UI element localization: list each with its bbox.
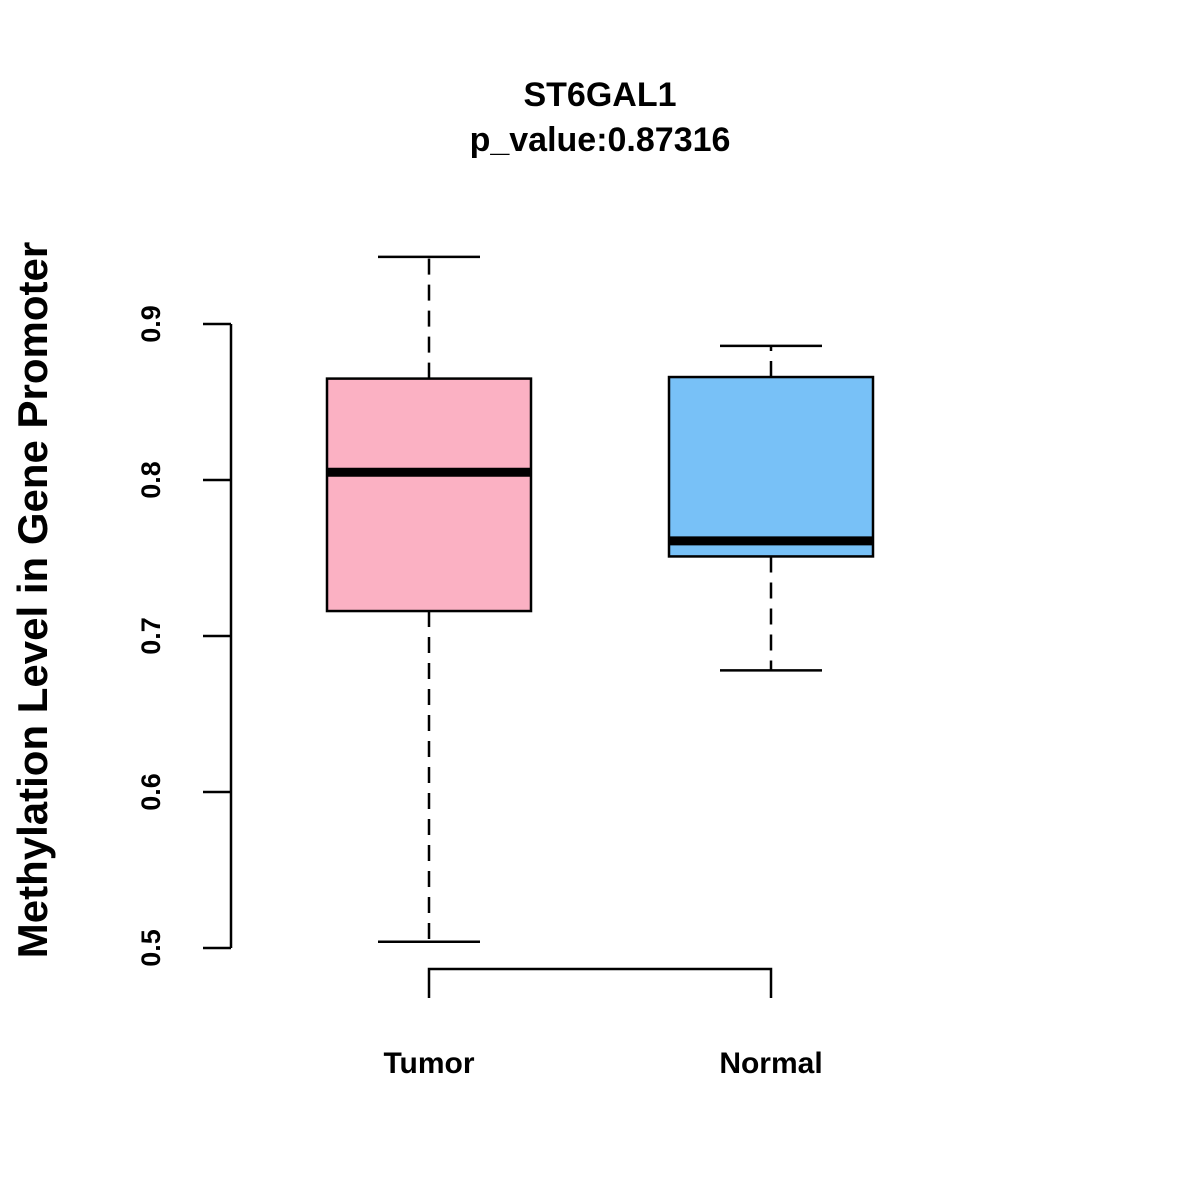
boxes bbox=[325, 255, 875, 944]
y-axis-label: Methylation Level in Gene Promoter bbox=[9, 242, 56, 958]
y-tick-label: 0.6 bbox=[136, 773, 166, 811]
y-tick-label: 0.8 bbox=[136, 461, 166, 499]
y-tick-label: 0.9 bbox=[136, 305, 166, 343]
chart-title: ST6GAL1 bbox=[523, 76, 676, 114]
x-label-tumor: Tumor bbox=[383, 1047, 474, 1080]
y-tick-label: 0.7 bbox=[136, 617, 166, 655]
box-normal bbox=[667, 344, 875, 672]
x-axis-labels: Tumor Normal bbox=[383, 1047, 822, 1080]
comparison-bracket bbox=[427, 967, 773, 998]
chart-subtitle: p_value:0.87316 bbox=[470, 121, 731, 159]
y-tick-label: 0.5 bbox=[136, 929, 166, 967]
box-tumor bbox=[325, 255, 533, 944]
box-body bbox=[325, 377, 533, 613]
box-body bbox=[667, 375, 875, 558]
bracket-line bbox=[427, 967, 773, 998]
x-label-normal: Normal bbox=[719, 1047, 822, 1080]
y-axis: 0.5 0.6 0.7 0.8 0.9 bbox=[136, 305, 233, 967]
